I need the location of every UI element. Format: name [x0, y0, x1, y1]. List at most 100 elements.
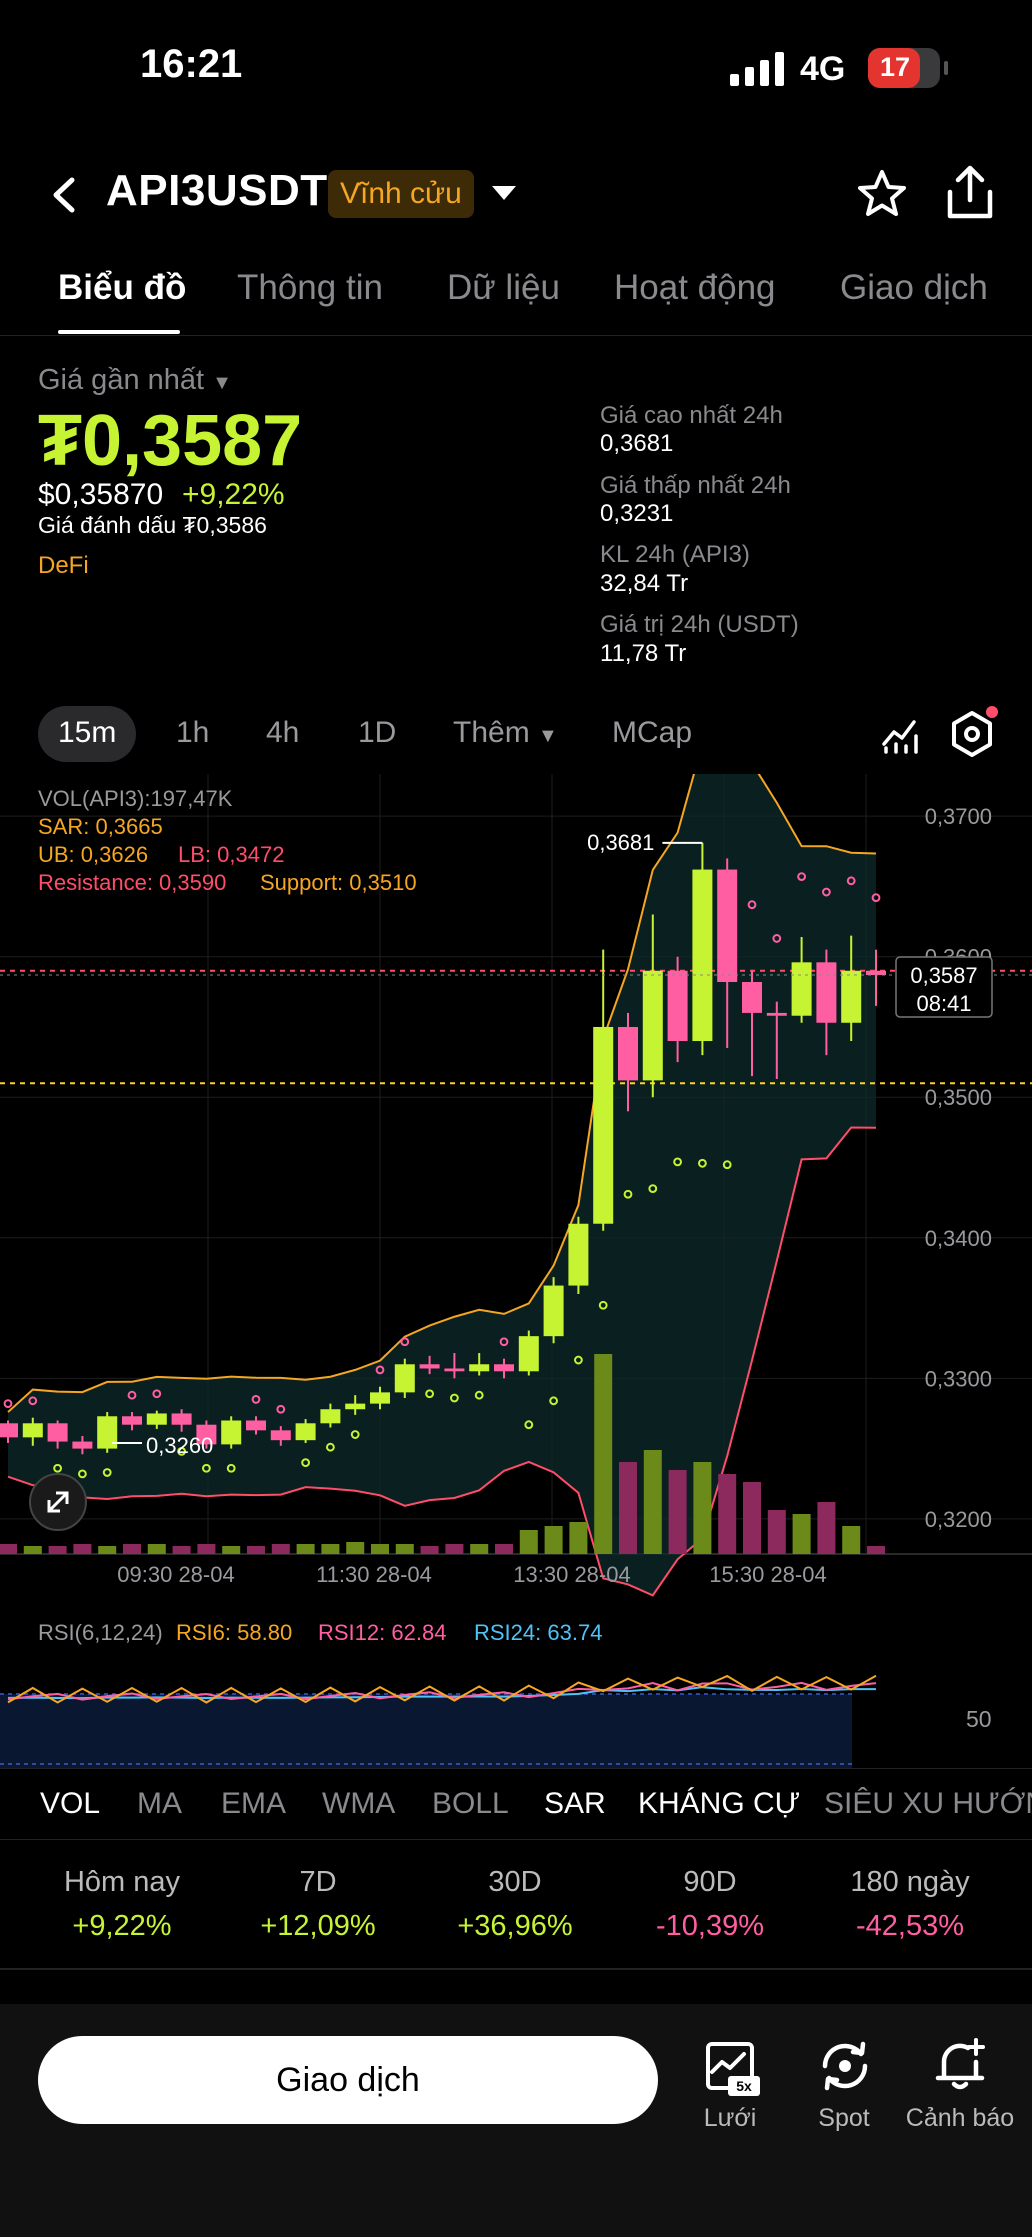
- candle-body: [816, 962, 837, 1023]
- candle-body: [72, 1441, 93, 1449]
- grid-label[interactable]: Lưới: [703, 2104, 757, 2132]
- stat-low-label: Giá thấp nhất 24h: [600, 472, 791, 499]
- sar-dot: [53, 1463, 62, 1473]
- volume-bar: [420, 1546, 439, 1554]
- band-fill: [8, 774, 876, 1596]
- rsi-title: RSI(6,12,24): [38, 1620, 163, 1645]
- candle-body: [568, 1223, 589, 1286]
- candle-body: [469, 1364, 490, 1372]
- y-tick-label: 0,3700: [925, 804, 992, 829]
- legend-support: Support: 0,3510: [260, 870, 417, 895]
- candle-body: [394, 1364, 415, 1393]
- indicator-tab-sar[interactable]: SAR: [544, 1787, 606, 1820]
- grid-bot-icon[interactable]: 5x: [700, 2036, 760, 2096]
- last-price-label[interactable]: Giá gần nhất ▼: [38, 364, 232, 396]
- sar-dot: [28, 1396, 38, 1406]
- star-icon[interactable]: [856, 168, 908, 220]
- indicator-tab-ema[interactable]: EMA: [221, 1787, 287, 1820]
- sar-dot: [326, 1442, 335, 1452]
- sar-dot: [499, 1337, 509, 1347]
- sar-dot: [698, 1158, 707, 1168]
- sar-dot: [375, 1365, 385, 1375]
- chevron-down-icon[interactable]: [492, 186, 516, 202]
- indicator-tab-boll[interactable]: BOLL: [432, 1787, 509, 1820]
- last-price-box: [895, 956, 993, 1018]
- pair-title[interactable]: API3USDT: [106, 166, 328, 215]
- interval-15m[interactable]: 15m: [58, 716, 117, 749]
- sar-dot: [450, 1393, 459, 1403]
- volume-bar: [495, 1544, 513, 1554]
- volume-bar: [123, 1544, 141, 1554]
- tab-activity[interactable]: Hoạt động: [614, 268, 776, 307]
- indicator-tab-resistance[interactable]: KHÁNG CỰ: [638, 1787, 801, 1820]
- last-price: ₮0,3587: [38, 401, 303, 481]
- volume-bar: [23, 1546, 42, 1554]
- indicator-tab-vol[interactable]: VOL: [40, 1787, 101, 1820]
- sar-dots: [3, 872, 881, 1479]
- sar-dot: [797, 872, 806, 881]
- tab-data[interactable]: Dữ liệu: [447, 268, 560, 307]
- candle-body: [47, 1423, 68, 1442]
- interval-4h[interactable]: 4h: [266, 716, 300, 749]
- tab-trade[interactable]: Giao dịch: [840, 268, 988, 307]
- battery-icon: 17: [868, 48, 948, 88]
- volume-bar: [395, 1544, 414, 1554]
- x-tick-label: 11:30 28-04: [316, 1562, 432, 1587]
- candle-body: [444, 1368, 465, 1372]
- candle-body: [841, 970, 862, 1023]
- category-tag[interactable]: DeFi: [38, 552, 89, 579]
- signal-icon: [730, 52, 784, 86]
- settings-icon[interactable]: [950, 710, 994, 758]
- lower-band-line: [7, 1126, 877, 1597]
- sar-dot: [127, 1390, 137, 1400]
- volume-bar: [147, 1544, 166, 1554]
- interval-1h[interactable]: 1h: [176, 716, 210, 749]
- countdown-label: 08:41: [916, 991, 971, 1016]
- watermark: [110, 1279, 240, 1319]
- indicator-icon[interactable]: [880, 714, 920, 754]
- upper-band-line: [7, 774, 877, 1413]
- tab-info[interactable]: Thông tin: [237, 268, 383, 307]
- alert-bell-icon[interactable]: [930, 2034, 990, 2094]
- indicator-tab-ma[interactable]: MA: [137, 1787, 182, 1820]
- sar-dot: [673, 1157, 682, 1167]
- indicator-tab-supertrend[interactable]: SIÊU XU HƯỚNG: [824, 1787, 1032, 1820]
- grid-badge: 5x: [736, 2078, 752, 2094]
- interval-mcap[interactable]: MCap: [612, 716, 693, 749]
- sar-dot: [722, 1160, 732, 1170]
- interval-1d[interactable]: 1D: [358, 716, 397, 749]
- volume-bar: [0, 1544, 17, 1554]
- candle-body: [22, 1423, 43, 1438]
- candle-body: [419, 1364, 440, 1369]
- sar-dot: [871, 893, 881, 903]
- volume-bar: [197, 1544, 216, 1554]
- volume-bar: [172, 1546, 191, 1554]
- x-tick-label: 09:30 28-04: [117, 1562, 234, 1587]
- x-tick-label: 13:30 28-04: [513, 1562, 630, 1587]
- perf-value-180d: -42,53%: [855, 1910, 964, 1942]
- candle-body: [593, 1026, 614, 1224]
- sar-dot: [822, 887, 831, 897]
- stat-turnover-label: Giá trị 24h (USDT): [600, 611, 799, 638]
- alert-label[interactable]: Cảnh báo: [905, 2104, 1015, 2132]
- candle-body: [122, 1416, 142, 1425]
- volume-bar: [767, 1510, 786, 1554]
- trade-button[interactable]: Giao dịch: [38, 2036, 658, 2124]
- interval-more[interactable]: Thêm ▼: [453, 716, 558, 749]
- low-marker-label: 0,3260: [146, 1433, 213, 1458]
- tab-chart[interactable]: Biểu đồ: [58, 268, 187, 307]
- spot-icon[interactable]: [815, 2036, 875, 2096]
- rsi-chart[interactable]: [0, 1604, 1032, 1768]
- spot-label[interactable]: Spot: [818, 2104, 870, 2132]
- indicator-tab-wma[interactable]: WMA: [322, 1787, 396, 1820]
- sar-dot: [623, 1189, 633, 1199]
- back-icon[interactable]: [44, 170, 84, 220]
- volume-bar: [296, 1544, 315, 1554]
- share-icon[interactable]: [944, 164, 996, 220]
- volume-bar: [668, 1470, 687, 1554]
- candle-body: [171, 1413, 192, 1425]
- stat-high-label: Giá cao nhất 24h: [600, 402, 783, 429]
- status-time: 16:21: [140, 42, 243, 86]
